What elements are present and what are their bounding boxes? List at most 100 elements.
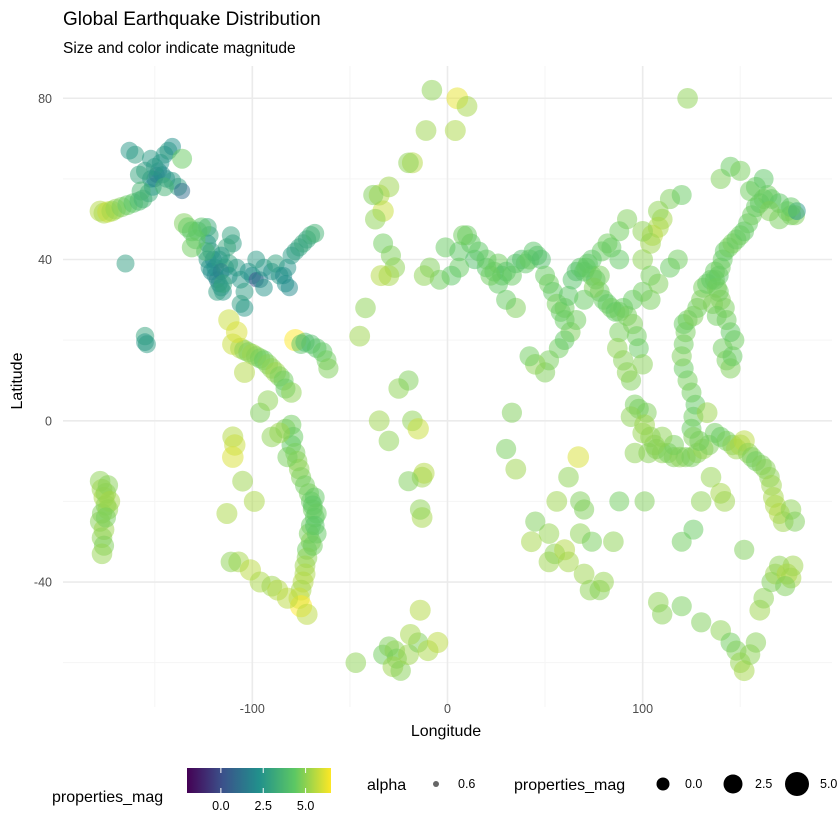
- colorbar-tick-label: 2.5: [255, 799, 272, 813]
- data-point: [129, 165, 149, 184]
- data-point: [296, 603, 318, 625]
- data-point: [677, 88, 698, 109]
- legend-alpha: alpha 0.6: [367, 777, 475, 794]
- x-tick-labels: -100 0 100: [240, 702, 653, 716]
- data-point: [247, 250, 266, 269]
- data-point: [349, 325, 371, 347]
- y-axis-title: Latitude: [9, 352, 26, 409]
- data-point: [305, 223, 325, 243]
- data-point: [745, 632, 767, 653]
- y-tick-labels: -40 0 40 80: [34, 92, 52, 590]
- colorbar-tick-label: 0.0: [212, 799, 229, 813]
- data-point: [601, 237, 622, 258]
- y-tick-label: 80: [38, 92, 52, 106]
- data-point: [185, 229, 206, 250]
- data-point: [603, 531, 624, 552]
- legend: properties_mag 0.0 2.5 5.0 alpha 0.6 prope…: [52, 768, 837, 813]
- data-point: [519, 346, 540, 367]
- data-point: [573, 563, 595, 585]
- x-axis-title: Longitude: [411, 723, 481, 740]
- size-key-circle: [656, 777, 670, 791]
- data-point: [696, 402, 718, 424]
- data-point: [628, 338, 649, 359]
- legend-colorbar: [187, 768, 331, 793]
- data-point: [525, 511, 546, 532]
- data-point: [400, 624, 421, 645]
- legend-size-title: properties_mag: [514, 777, 625, 794]
- data-point: [91, 543, 113, 565]
- data-point: [407, 418, 429, 440]
- data-point: [753, 169, 774, 189]
- chart-subtitle: Size and color indicate magnitude: [63, 40, 296, 57]
- data-point: [213, 274, 233, 293]
- data-point: [775, 576, 796, 597]
- data-point: [276, 275, 295, 293]
- data-point: [632, 249, 653, 270]
- data-point: [427, 631, 449, 654]
- data-point: [456, 95, 478, 117]
- data-point: [363, 184, 384, 206]
- x-tick-label: 0: [444, 702, 451, 716]
- data-point: [609, 221, 630, 242]
- data-point: [714, 491, 736, 512]
- data-point: [574, 499, 595, 520]
- data-point: [398, 471, 419, 492]
- data-point: [558, 551, 579, 573]
- y-tick-label: -40: [34, 576, 52, 590]
- colorbar-tick-label: 5.0: [297, 799, 314, 813]
- data-point: [691, 612, 712, 633]
- data-point: [609, 322, 630, 343]
- data-point: [409, 599, 431, 621]
- data-point: [365, 208, 386, 230]
- data-point: [607, 337, 628, 359]
- data-point: [302, 535, 323, 556]
- data-point: [782, 555, 804, 577]
- data-point: [398, 370, 419, 391]
- data-point: [730, 160, 751, 181]
- data-point: [632, 422, 653, 444]
- data-point: [480, 265, 501, 286]
- data-point: [567, 446, 590, 468]
- data-point: [753, 587, 774, 609]
- data-point: [496, 438, 517, 460]
- data-point: [281, 382, 302, 403]
- data-point: [276, 587, 299, 609]
- points-layer: [89, 79, 806, 682]
- x-tick-label: 100: [632, 702, 653, 716]
- data-point: [409, 499, 431, 520]
- data-point: [216, 503, 238, 524]
- data-point: [234, 361, 255, 383]
- legend-alpha-key: [433, 781, 439, 787]
- data-point: [413, 462, 435, 484]
- data-point: [700, 466, 722, 488]
- data-point: [137, 335, 156, 354]
- data-point: [632, 221, 653, 242]
- data-point: [131, 181, 151, 201]
- data-point: [521, 531, 542, 553]
- data-point: [683, 519, 704, 540]
- data-point: [390, 660, 411, 681]
- data-point: [257, 390, 279, 411]
- data-point: [722, 346, 743, 367]
- size-key-label: 2.5: [755, 777, 772, 791]
- data-point: [706, 305, 727, 326]
- legend-color-title: properties_mag: [52, 789, 163, 806]
- data-point: [95, 507, 116, 528]
- x-tick-label: -100: [240, 702, 265, 716]
- chart-title: Global Earthquake Distribution: [63, 9, 321, 30]
- data-point: [784, 511, 806, 532]
- data-point: [531, 249, 551, 270]
- size-key-circle: [723, 774, 743, 794]
- data-point: [345, 652, 367, 673]
- data-point: [581, 531, 603, 552]
- data-point: [704, 269, 725, 290]
- data-point: [538, 523, 560, 544]
- data-point: [174, 182, 191, 200]
- data-point: [370, 265, 392, 287]
- legend-alpha-label: 0.6: [458, 777, 475, 791]
- data-point: [496, 289, 517, 310]
- size-key-circle: [785, 772, 809, 796]
- data-point: [398, 152, 419, 174]
- data-point: [558, 285, 579, 306]
